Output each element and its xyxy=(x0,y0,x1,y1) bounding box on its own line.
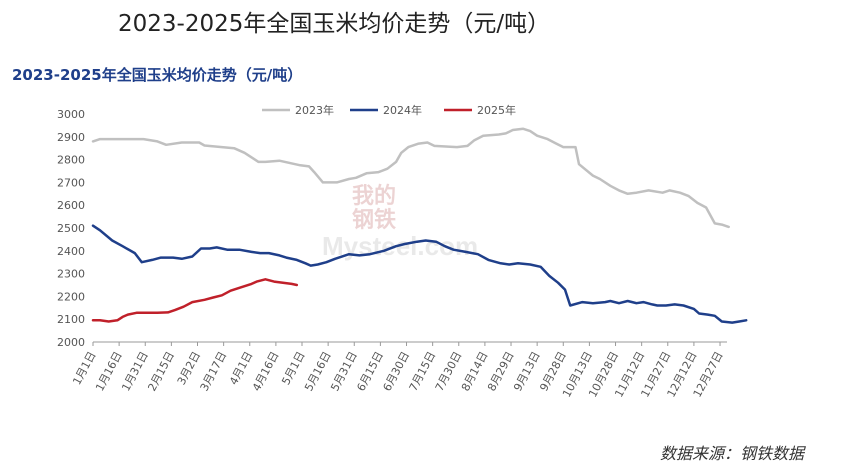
chart-legend: 2023年 2024年 2025年 xyxy=(262,103,516,117)
series-line xyxy=(91,127,730,229)
legend-label: 2024年 xyxy=(383,103,422,117)
y-tick-label: 2600 xyxy=(57,199,85,212)
legend-label: 2023年 xyxy=(295,103,334,117)
y-tick-label: 2800 xyxy=(57,154,85,167)
x-tick-label: 1月1日 xyxy=(70,349,98,387)
x-axis-ticks: 1月1日1月16日1月31日2月15日3月2日3月17日4月1日4月16日5月1… xyxy=(70,342,726,400)
x-tick-label: 5月1日 xyxy=(279,349,307,387)
series-line xyxy=(91,278,299,323)
y-tick-label: 2500 xyxy=(57,222,85,235)
y-tick-label: 2700 xyxy=(57,176,85,189)
y-tick-label: 2400 xyxy=(57,245,85,258)
x-tick-label: 4月1日 xyxy=(227,349,255,387)
y-tick-label: 2200 xyxy=(57,290,85,303)
y-axis-ticks: 2000 2100 2200 2300 2400 2500 2600 2700 2800 2900… xyxy=(57,108,85,349)
y-tick-label: 2300 xyxy=(57,268,85,281)
series-lines xyxy=(91,127,748,324)
y-tick-label: 2000 xyxy=(57,336,85,349)
y-tick-label: 2100 xyxy=(57,313,85,326)
data-source-note: 数据来源：钢铁数据 xyxy=(660,444,805,463)
series-line xyxy=(91,224,748,324)
legend-label: 2025年 xyxy=(477,103,516,117)
x-tick-label: 3月2日 xyxy=(175,349,203,387)
chart-title: 2023-2025年全国玉米均价走势（元/吨） xyxy=(12,66,303,84)
page-title: 2023-2025年全国玉米均价走势（元/吨） xyxy=(118,11,551,37)
y-tick-label: 2900 xyxy=(57,131,85,144)
y-tick-label: 3000 xyxy=(57,108,85,121)
